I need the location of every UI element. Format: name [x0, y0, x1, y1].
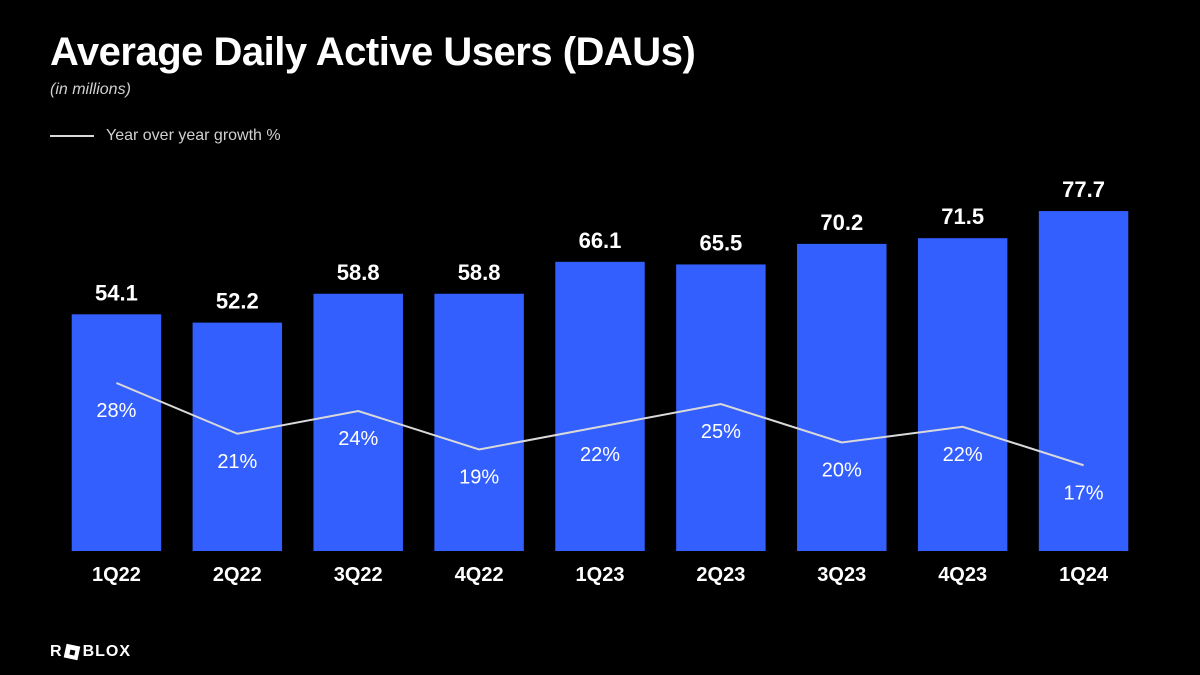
bar: [555, 262, 644, 551]
bar: [918, 238, 1007, 551]
x-axis-label: 4Q23: [938, 564, 987, 586]
growth-pct-label: 24%: [338, 428, 378, 450]
bar-value-label: 65.5: [699, 230, 742, 255]
brand-logo: R BLOX: [50, 643, 131, 661]
growth-pct-label: 22%: [943, 444, 983, 466]
x-axis-label: 3Q23: [817, 564, 866, 586]
chart-area: 54.1 1Q22 52.2 2Q22 58.8 3Q22 58.8 4Q22 66.1 1Q23…: [50, 155, 1150, 655]
bar-value-label: 70.2: [820, 210, 863, 235]
bar: [313, 294, 402, 551]
x-axis-label: 2Q23: [696, 564, 745, 586]
x-axis-label: 1Q23: [576, 564, 625, 586]
growth-pct-label: 19%: [459, 467, 499, 489]
bar-value-label: 54.1: [95, 280, 138, 305]
bar-value-label: 71.5: [941, 204, 984, 229]
bar: [72, 314, 161, 551]
logo-letter-r: R: [50, 643, 63, 661]
growth-pct-label: 17%: [1064, 482, 1104, 504]
bar-value-label: 58.8: [337, 260, 380, 285]
chart-subtitle: (in millions): [50, 81, 1150, 99]
chart-title: Average Daily Active Users (DAUs): [50, 30, 1150, 75]
slide: Average Daily Active Users (DAUs) (in mi…: [0, 0, 1200, 675]
growth-pct-label: 22%: [580, 444, 620, 466]
legend: Year over year growth %: [50, 127, 1150, 145]
legend-line-icon: [50, 135, 94, 137]
legend-label: Year over year growth %: [106, 127, 281, 145]
x-axis-label: 1Q24: [1059, 564, 1109, 586]
bar: [797, 244, 886, 551]
growth-pct-label: 20%: [822, 460, 862, 482]
x-axis-label: 3Q22: [334, 564, 383, 586]
x-axis-label: 2Q22: [213, 564, 262, 586]
logo-square-icon: [63, 644, 80, 661]
bar-value-label: 77.7: [1062, 177, 1105, 202]
bar-value-label: 52.2: [216, 289, 259, 314]
x-axis-label: 4Q22: [455, 564, 504, 586]
growth-pct-label: 25%: [701, 421, 741, 443]
x-axis-label: 1Q22: [92, 564, 141, 586]
bar-value-label: 66.1: [579, 228, 622, 253]
bar-value-label: 58.8: [458, 260, 501, 285]
bar: [676, 264, 765, 551]
growth-pct-label: 28%: [96, 400, 136, 422]
growth-pct-label: 21%: [217, 451, 257, 473]
logo-text: BLOX: [83, 643, 131, 661]
bar: [434, 294, 523, 551]
bar: [193, 323, 282, 551]
bar-line-chart: 54.1 1Q22 52.2 2Q22 58.8 3Q22 58.8 4Q22 66.1 1Q23…: [50, 155, 1150, 595]
